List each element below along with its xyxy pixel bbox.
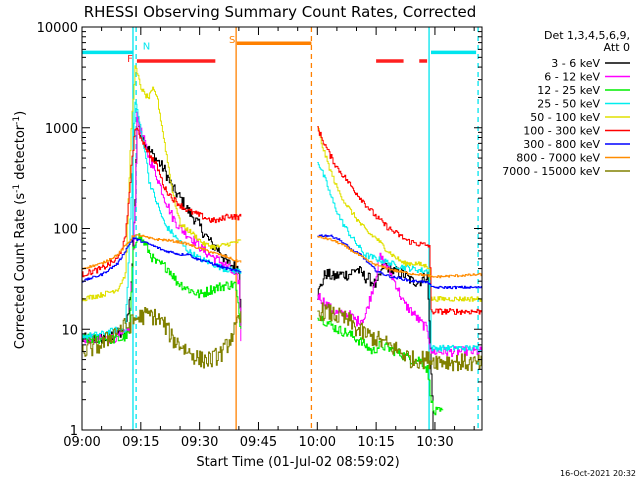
- series-line-5-part-2: [317, 126, 483, 302]
- legend-header-detectors: Det 1,3,4,5,6,9,: [544, 29, 630, 42]
- x-tick-label-2: 09:15: [122, 435, 159, 450]
- y-axis-label-exp2: -1: [12, 116, 22, 125]
- legend-label-3: 12 - 25 keV: [537, 84, 600, 97]
- legend-label-8: 800 - 7000 keV: [516, 152, 600, 165]
- series-line-4-part-2: [317, 162, 483, 352]
- annotation-s: S: [229, 35, 235, 46]
- y-tick-label-5: 10000: [37, 21, 78, 36]
- y-axis-label-exp1: -1: [12, 184, 22, 193]
- series-line-5-part-1: [82, 65, 242, 302]
- series-800-7000keV-kev: [82, 234, 483, 279]
- y-axis-label-mid: detector: [13, 124, 28, 184]
- series-line-1-part-2: [317, 259, 434, 430]
- legend-label-6: 100 - 300 keV: [523, 125, 600, 138]
- legend-label-7: 300 - 800 keV: [523, 138, 600, 151]
- x-tick-label-7: 10:30: [416, 435, 453, 450]
- series-300-800keV-kev: [82, 234, 483, 290]
- footer-date: 16-Oct-2021 20:32: [560, 469, 636, 478]
- series-50-100keV-kev: [82, 65, 483, 302]
- y-axis-label-end: ): [13, 111, 28, 116]
- series-line-3-part-2: [317, 315, 444, 416]
- y-axis-label-main: Corrected Count Rate (s: [13, 193, 28, 350]
- x-tick-label-3: 09:30: [181, 435, 218, 450]
- series-line-7-part-1: [82, 237, 242, 283]
- legend-label-1: 3 - 6 keV: [551, 57, 600, 70]
- annotation-f: F: [127, 54, 133, 65]
- x-tick-label-6: 10:15: [357, 435, 394, 450]
- series-line-9-part-1: [82, 307, 242, 369]
- series-line-7-part-2: [317, 234, 483, 290]
- series-line-6-part-1: [82, 127, 242, 278]
- annotation-n: N: [143, 41, 150, 52]
- y-tick-label-4: 1000: [45, 122, 78, 137]
- series-line-9-part-2: [317, 302, 483, 372]
- x-tick-label-5: 10:00: [299, 435, 336, 450]
- chart-title: RHESSI Observing Summary Count Rates, Co…: [84, 3, 477, 21]
- y-axis-label: Corrected Count Rate (s-1 detector-1): [12, 111, 28, 349]
- legend-label-4: 25 - 50 keV: [537, 98, 600, 111]
- legend-label-5: 50 - 100 keV: [530, 111, 600, 124]
- y-tick-label-2: 10: [61, 323, 78, 338]
- series-line-4-part-1: [82, 101, 242, 340]
- x-tick-label-1: 09:00: [63, 435, 100, 450]
- series-line-8-part-1: [82, 234, 242, 270]
- series-25-50keV-kev: [82, 101, 483, 352]
- axes: 09:00 09:15 09:30 09:45 10:00 10:15 10:30 1 10 10…: [37, 21, 482, 450]
- y-tick-label-1: 1: [70, 424, 78, 439]
- legend-label-9: 7000 - 15000 keV: [502, 165, 600, 178]
- plot-area: NF S: [82, 27, 483, 430]
- legend-header-attenuator: Att 0: [604, 41, 630, 54]
- x-axis-label: Start Time (01-Jul-02 08:59:02): [196, 455, 399, 470]
- series-7000-15000keV-kev: [82, 302, 483, 372]
- y-tick-label-3: 100: [53, 223, 78, 238]
- x-tick-label-4: 09:45: [240, 435, 277, 450]
- legend-label-2: 6 - 12 keV: [544, 71, 600, 84]
- series-line-6-part-2: [317, 126, 483, 315]
- series-line-8-part-2: [317, 236, 483, 279]
- series-100-300keV-kev: [82, 126, 483, 315]
